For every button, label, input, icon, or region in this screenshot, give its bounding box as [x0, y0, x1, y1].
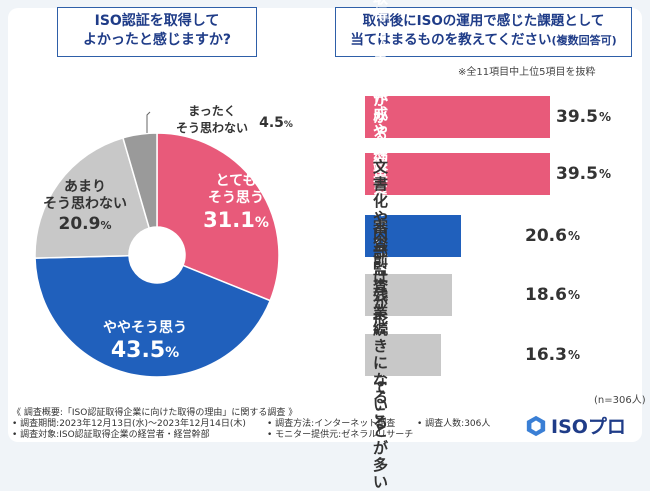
q2-paren: (複数回答可): [551, 34, 617, 47]
bar-value-0: 39.5%: [556, 107, 611, 127]
bar-label-4: 審査前は残業続きに なることが多い: [373, 219, 389, 491]
note-top5: ※全11項目中上位5項目を抜粋: [458, 67, 596, 78]
bar-value-1: 39.5%: [556, 164, 611, 184]
pie-slice-2: [34, 136, 151, 259]
question-2-title: 取得後にISOの運用で感じた課題として 当てはまるものを教えてください(複数回答…: [335, 7, 632, 57]
n-label: (n=306人): [594, 395, 646, 406]
logo-text: ISOプロ: [551, 416, 626, 438]
pie-slice-0: [156, 132, 280, 302]
q2-line1: 取得後にISOの運用で感じた課題として: [362, 13, 605, 29]
bar-0: [365, 96, 550, 138]
pie-value-0: 31.1%: [203, 208, 269, 232]
pie-slice-1: [34, 254, 272, 378]
footer-method: • 調査方法:インターネット調査: [267, 419, 396, 429]
pie-slice-3: [122, 132, 158, 230]
footer-period: • 調査期間:2023年12月13日(水)～2023年12月14日(木): [12, 419, 246, 429]
pie-label-0: とてもそう思う: [208, 173, 264, 206]
pie-leader-line: [146, 111, 151, 133]
q2-line2: 当てはまるものを教えてください: [350, 32, 552, 48]
bar-4: [365, 334, 442, 376]
footer-count: • 調査人数:306人: [417, 419, 491, 429]
bar-1: [365, 153, 550, 195]
pie-value-3: 4.5%: [259, 115, 293, 131]
survey-overview: 《 調査概要:「ISO認証取得企業に向けた取得の理由」に関する調査 》 • 調査…: [12, 408, 490, 441]
pie-label-1: ややそう思う: [103, 320, 187, 336]
question-1-title: ISO認証を取得して よかったと感じますか?: [57, 7, 257, 57]
isopro-logo: ISOプロ: [525, 412, 626, 439]
pie-label-2: あまりそう思わない: [43, 179, 127, 212]
q1-line2: よかったと感じますか?: [82, 32, 232, 48]
pie-value-1: 43.5%: [111, 338, 179, 363]
pie-value-2: 20.9%: [59, 214, 112, 234]
bar-value-2: 20.6%: [525, 226, 580, 246]
pie-label-3: まったくそう思わない: [176, 104, 248, 135]
bar-value-4: 16.3%: [525, 345, 580, 365]
hexagon-logo-icon: [526, 415, 546, 436]
footer-provider: • モニター提供元:ゼネラルリサーチ: [267, 430, 414, 440]
bar-value-3: 18.6%: [525, 285, 580, 305]
bar-3: [365, 274, 453, 316]
footer-target: • 調査対象:ISO認証取得企業の経営者・経営幹部: [12, 430, 210, 440]
bar-2: [365, 215, 462, 257]
q1-line1: ISO認証を取得して: [94, 13, 220, 29]
footer-title: 《 調査概要:「ISO認証取得企業に向けた取得の理由」に関する調査 》: [12, 408, 298, 418]
